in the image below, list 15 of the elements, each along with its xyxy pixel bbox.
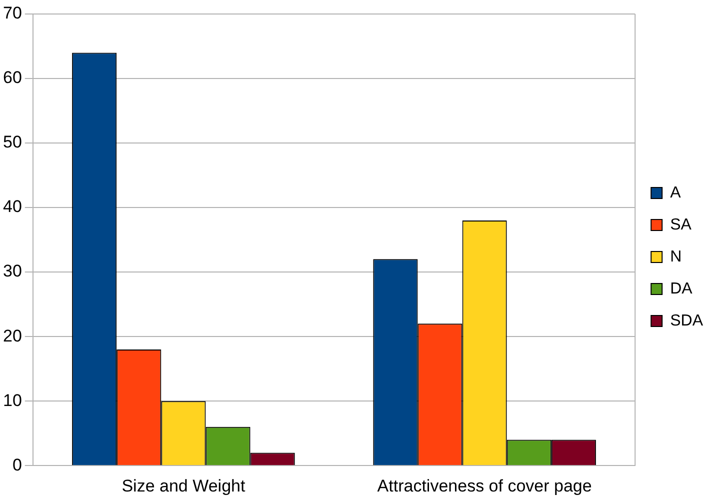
y-tick-label: 0 bbox=[12, 455, 22, 474]
y-tick-label: 20 bbox=[2, 326, 22, 346]
legend-label: N bbox=[670, 248, 682, 266]
x-tick-label: Attractiveness of cover page bbox=[377, 476, 592, 496]
y-tick-label: 50 bbox=[2, 132, 22, 152]
legend-label: SA bbox=[670, 216, 692, 234]
y-tick-label: 60 bbox=[2, 68, 22, 88]
legend-label: SDA bbox=[670, 312, 704, 330]
legend-label: DA bbox=[670, 280, 693, 298]
y-tick-label: 40 bbox=[2, 197, 22, 216]
legend-label: A bbox=[670, 184, 682, 202]
x-tick-label: Size and Weight bbox=[122, 476, 246, 496]
y-tick-label: 10 bbox=[2, 390, 22, 410]
y-tick-label: 30 bbox=[2, 262, 22, 281]
y-tick-label: 70 bbox=[2, 4, 22, 23]
